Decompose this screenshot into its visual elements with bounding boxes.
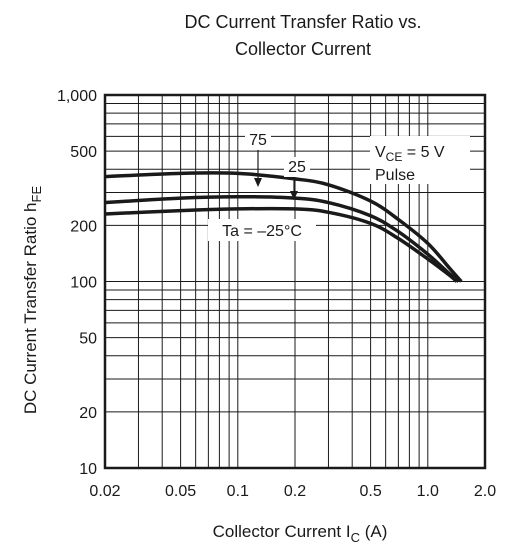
y-tick-labels: 10 20 50 100 200 500 1,000	[57, 88, 97, 478]
data-curves	[104, 171, 463, 283]
y-axis-label-main: DC Current Transfer Ratio h	[21, 202, 40, 414]
y-tick-label: 1,000	[57, 88, 97, 105]
label-25-bg	[284, 157, 310, 177]
vce-main: V	[375, 144, 386, 161]
x-axis-label: Collector Current IC (A)	[213, 522, 388, 545]
label-75-bg	[245, 130, 271, 150]
series-label-25: 25	[288, 159, 306, 176]
arrow-75-head	[254, 178, 262, 187]
series-line-0	[104, 171, 463, 283]
annotations: 75 25 Ta = –25°C VCE = 5 V Pulse	[208, 130, 470, 241]
y-tick-label: 500	[70, 144, 97, 161]
label-ta-bg	[208, 219, 316, 241]
x-axis-label-suffix: (A)	[360, 522, 387, 541]
x-tick-label: 0.5	[359, 483, 381, 500]
y-tick-label: 20	[79, 405, 97, 422]
x-tick-labels: 0.02 0.05 0.1 0.2 0.5 1.0 2.0	[89, 483, 496, 500]
series-line-2	[104, 206, 458, 283]
y-tick-label: 50	[79, 331, 97, 348]
vce-rest: = 5 V	[402, 144, 445, 161]
series-label-ta: Ta = –25°C	[222, 223, 302, 240]
condition-bg	[370, 136, 470, 184]
plot-frame	[103, 93, 487, 470]
series-line-1	[104, 194, 460, 283]
x-tick-label: 1.0	[417, 483, 439, 500]
series-label-75: 75	[249, 132, 267, 149]
chart-title-line-1: DC Current Transfer Ratio vs.	[184, 12, 421, 32]
x-tick-label: 0.1	[227, 483, 249, 500]
x-tick-label: 2.0	[474, 483, 496, 500]
y-tick-label: 200	[70, 218, 97, 235]
x-tick-label: 0.02	[89, 483, 120, 500]
x-tick-label: 0.2	[284, 483, 306, 500]
y-tick-label: 100	[70, 275, 97, 292]
condition-vce: VCE = 5 V	[375, 144, 445, 164]
x-tick-label: 0.05	[165, 483, 196, 500]
condition-pulse: Pulse	[375, 167, 415, 184]
y-axis-label: DC Current Transfer Ratio hFE	[21, 186, 44, 415]
chart-title-line-2: Collector Current	[235, 39, 371, 59]
x-axis-label-sub: C	[351, 530, 360, 545]
vce-sub: CE	[386, 150, 403, 164]
x-axis-label-main: Collector Current I	[213, 522, 351, 541]
chart-title: DC Current Transfer Ratio vs. Collector …	[184, 12, 421, 59]
y-tick-label: 10	[79, 461, 97, 478]
y-axis-label-sub: FE	[29, 186, 44, 203]
arrow-25-head	[290, 191, 298, 200]
